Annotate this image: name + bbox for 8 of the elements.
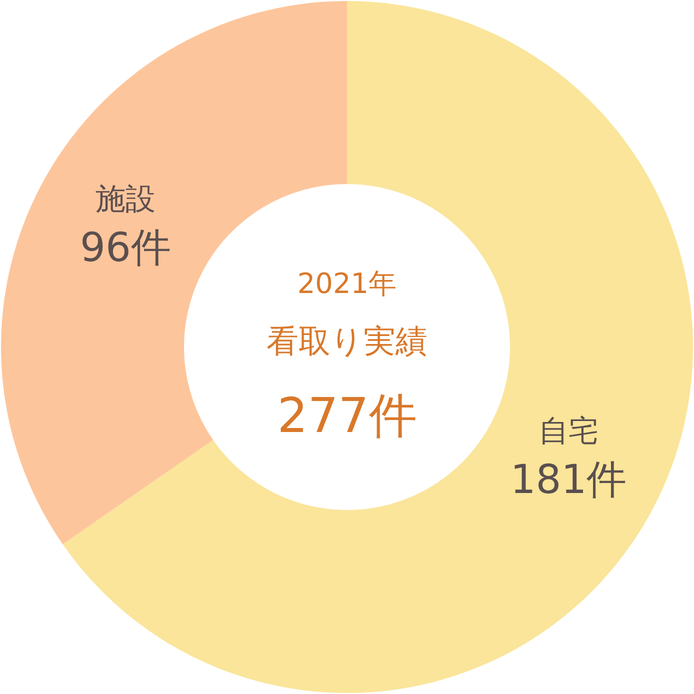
text: 看取り実績 <box>266 322 428 360</box>
slice-label: 施設 <box>95 182 156 218</box>
text: 277件 <box>277 388 417 444</box>
text: 2021年 <box>297 267 397 300</box>
donut-slice <box>62 1 693 692</box>
data-label: 181件 <box>510 456 627 503</box>
data-label: 96件 <box>80 225 171 272</box>
slice-label: 自宅 <box>538 414 599 449</box>
